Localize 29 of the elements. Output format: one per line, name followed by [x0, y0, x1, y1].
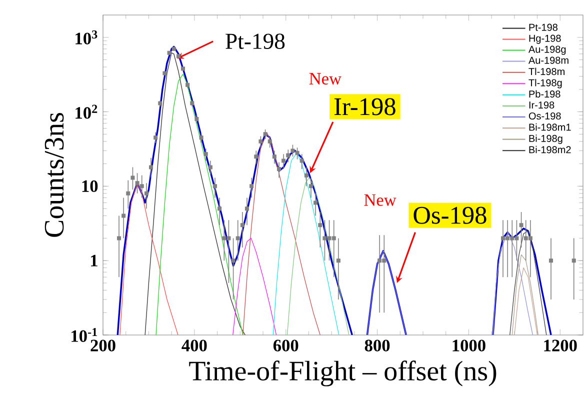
- annotation: New: [364, 194, 396, 206]
- x-axis-title: Time-of-Flight – offset (ns): [189, 360, 496, 386]
- legend-label: Pt-198: [529, 24, 558, 31]
- y-tick-label: 10$^{3}$: [76, 30, 98, 44]
- x-tick-label: 200: [90, 340, 116, 352]
- legend-label: Pb-198: [529, 90, 560, 98]
- x-tick-label: 400: [182, 340, 207, 352]
- legend-label: Tl-198m: [528, 68, 564, 76]
- legend-label: Au-198g: [528, 46, 566, 55]
- y-tick-label: 10$^{2}$: [76, 104, 98, 119]
- annotation: New: [309, 72, 342, 85]
- legend-label: Ir-198: [529, 101, 554, 109]
- x-tick-label: 800: [364, 340, 390, 352]
- y-tick-label: 1: [91, 254, 98, 266]
- annotation: Pt-198: [226, 34, 285, 49]
- legend-label: Os-198: [528, 112, 561, 120]
- legend-label: Bi-198m2: [529, 146, 571, 154]
- y-tick-label: 10: [82, 180, 98, 192]
- annotation: Os-198: [414, 206, 486, 224]
- legend-label: Hg-198: [529, 34, 561, 44]
- x-tick-label: 600: [273, 340, 298, 352]
- legend-label: Bi-198m1: [529, 123, 571, 131]
- x-tick-label: 1200: [544, 340, 577, 352]
- annotation: Ir-198: [334, 98, 396, 116]
- legend-label: Tl-198g: [528, 78, 562, 88]
- legend-label: Au-198m: [528, 56, 568, 64]
- legend-label: Bi-198g: [529, 134, 562, 144]
- y-axis-title: Counts/3ns: [44, 112, 64, 237]
- x-tick-label: 1000: [452, 340, 486, 352]
